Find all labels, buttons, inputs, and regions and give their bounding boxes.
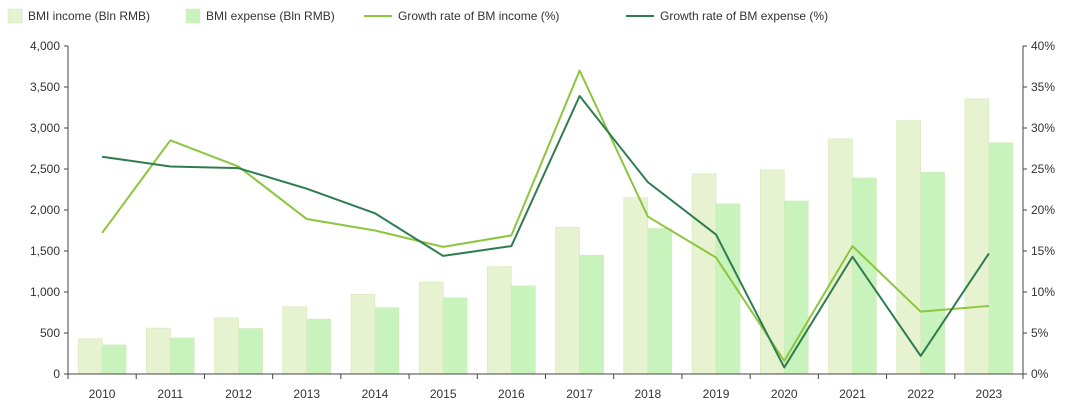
left-tick-label: 0 bbox=[53, 367, 60, 381]
income-bar-2018 bbox=[623, 197, 649, 375]
expense-bar-2010 bbox=[101, 344, 127, 375]
income-bar-2019 bbox=[691, 173, 717, 375]
left-tick-label: 2,000 bbox=[30, 203, 60, 217]
income-bar-2013 bbox=[282, 306, 307, 375]
left-tick-label: 2,500 bbox=[30, 162, 60, 176]
line-series-group bbox=[101, 69, 990, 369]
legend: BMI income (Bln RMB) BMI expense (Bln RMB… bbox=[7, 8, 828, 24]
x-tick-label: 2017 bbox=[566, 387, 593, 401]
x-tick-label: 2010 bbox=[89, 387, 116, 401]
expense-growth-line bbox=[101, 95, 990, 369]
x-tick-label: 2018 bbox=[634, 387, 661, 401]
expense-bar-2016 bbox=[511, 285, 536, 375]
left-tick-label: 3,000 bbox=[30, 121, 60, 135]
expense-bar-2011 bbox=[170, 337, 195, 375]
x-tick-label: 2023 bbox=[976, 387, 1003, 401]
right-tick-label: 10% bbox=[1031, 285, 1055, 299]
expense-bar-2023 bbox=[988, 142, 1014, 375]
left-tick-label: 3,500 bbox=[30, 80, 60, 94]
expense-bar-2013 bbox=[306, 318, 331, 375]
expense-bar-2017 bbox=[579, 254, 604, 375]
legend-swatch-0 bbox=[7, 8, 23, 24]
left-tick-label: 1,000 bbox=[30, 285, 60, 299]
expense-bar-2015 bbox=[442, 297, 468, 375]
left-tick-label: 4,000 bbox=[30, 39, 60, 53]
right-tick-label: 5% bbox=[1031, 326, 1049, 340]
x-tick-label: 2021 bbox=[839, 387, 866, 401]
expense-bar-2020 bbox=[784, 200, 809, 375]
income-bar-2011 bbox=[146, 327, 171, 375]
income-bar-2014 bbox=[350, 294, 376, 375]
right-tick-label: 35% bbox=[1031, 80, 1055, 94]
income-growth-line bbox=[101, 69, 989, 362]
x-tick-label: 2015 bbox=[430, 387, 457, 401]
legend-label-3: Growth rate of BM expense (%) bbox=[660, 9, 828, 23]
x-tick-label: 2011 bbox=[157, 387, 183, 401]
bar-series-group bbox=[77, 98, 1014, 375]
right-tick-label: 0% bbox=[1031, 367, 1049, 381]
expense-bar-2014 bbox=[374, 307, 400, 375]
right-tick-label: 25% bbox=[1031, 162, 1055, 176]
expense-bar-2018 bbox=[647, 228, 673, 375]
axes: 0 500 1,000 1,500 2,000 2,500 3,000 3,500 4,000 0… bbox=[30, 39, 1055, 401]
right-tick-label: 40% bbox=[1031, 39, 1055, 53]
right-tick-label: 30% bbox=[1031, 121, 1055, 135]
right-tick-label: 20% bbox=[1031, 203, 1055, 217]
expense-bar-2022 bbox=[920, 172, 945, 375]
income-bar-2023 bbox=[964, 98, 990, 375]
x-tick-label: 2013 bbox=[293, 387, 320, 401]
expense-bar-2021 bbox=[852, 177, 877, 375]
legend-label-0: BMI income (Bln RMB) bbox=[28, 9, 150, 23]
x-tick-label: 2012 bbox=[225, 387, 252, 401]
x-tick-label: 2019 bbox=[703, 387, 730, 401]
legend-swatch-1 bbox=[185, 8, 201, 24]
left-tick-label: 500 bbox=[40, 326, 60, 340]
left-tick-label: 1,500 bbox=[30, 244, 60, 258]
income-bar-2017 bbox=[555, 226, 580, 375]
x-tick-label: 2022 bbox=[907, 387, 934, 401]
expense-bar-2012 bbox=[238, 328, 263, 375]
x-tick-label: 2020 bbox=[771, 387, 798, 401]
right-tick-label: 15% bbox=[1031, 244, 1055, 258]
income-bar-2021 bbox=[828, 138, 853, 375]
x-tick-label: 2016 bbox=[498, 387, 525, 401]
legend-label-1: BMI expense (Bln RMB) bbox=[206, 9, 335, 23]
income-bar-2016 bbox=[487, 266, 512, 375]
income-bar-2022 bbox=[896, 120, 921, 375]
income-bar-2012 bbox=[214, 317, 239, 375]
income-bar-2010 bbox=[77, 338, 103, 375]
income-bar-2015 bbox=[418, 281, 444, 375]
income-bar-2020 bbox=[760, 169, 785, 375]
legend-label-2: Growth rate of BM income (%) bbox=[398, 9, 559, 23]
x-tick-label: 2014 bbox=[362, 387, 389, 401]
